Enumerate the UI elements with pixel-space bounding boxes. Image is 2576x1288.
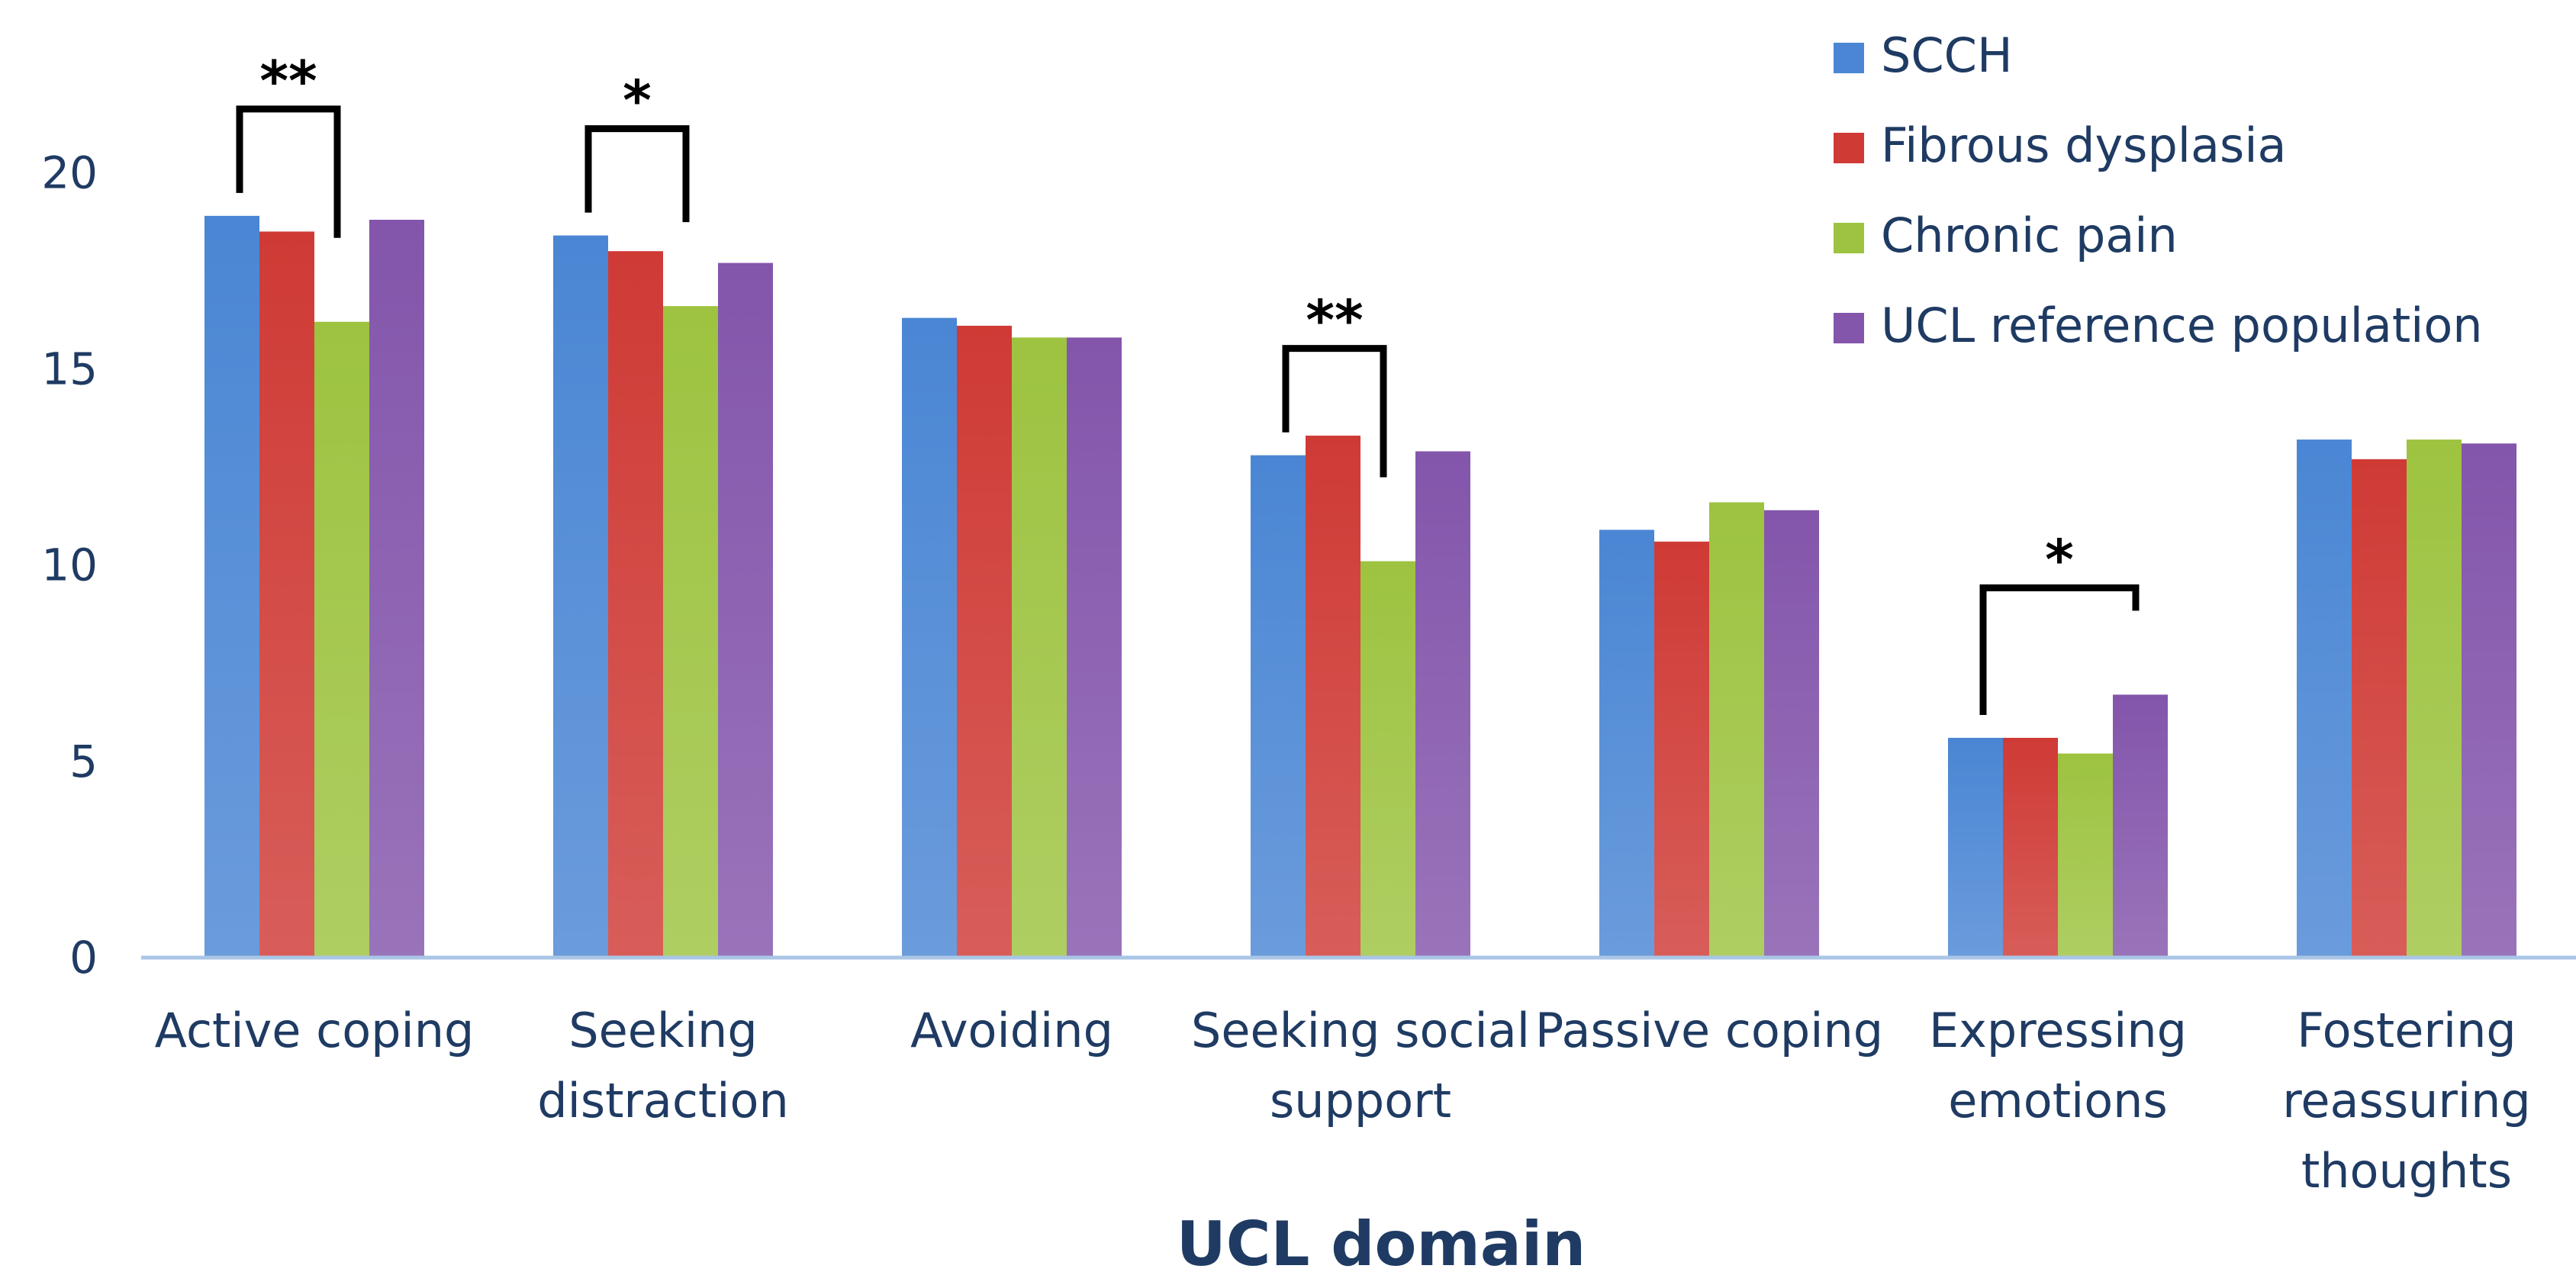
category-labels: Active coping Seeking distraction Avoiding S… xyxy=(155,1003,2531,1199)
bar xyxy=(663,306,718,958)
legend-swatch xyxy=(1834,223,1864,253)
bar xyxy=(259,231,314,958)
bar xyxy=(1251,455,1306,958)
bar xyxy=(1012,337,1067,958)
bar xyxy=(553,235,608,958)
category-label: distraction xyxy=(537,1073,789,1129)
category-label: thoughts xyxy=(2301,1143,2512,1199)
bar xyxy=(1654,541,1709,958)
legend: SCCH Fibrous dysplasia Chronic pain UCL ref… xyxy=(1834,27,2483,353)
y-tick-label: 20 xyxy=(41,147,98,198)
category-label: Avoiding xyxy=(910,1003,1113,1058)
bar xyxy=(718,262,773,958)
legend-label: Chronic pain xyxy=(1881,208,2178,263)
significance-label: ** xyxy=(259,49,317,113)
significance-bracket xyxy=(236,105,341,238)
legend-label: SCCH xyxy=(1881,27,2013,83)
y-tick-label: 15 xyxy=(41,343,98,394)
bar xyxy=(1415,451,1470,958)
bar xyxy=(1067,337,1122,958)
category-label: Fostering xyxy=(2297,1003,2516,1058)
bar xyxy=(1764,510,1819,958)
bar xyxy=(957,325,1012,958)
category-label: Passive coping xyxy=(1535,1003,1883,1058)
bar xyxy=(369,220,424,958)
significance-bracket xyxy=(584,125,690,223)
category-label: reassuring xyxy=(2282,1073,2531,1129)
x-axis-label: UCL domain xyxy=(1177,1209,1586,1280)
bar xyxy=(2003,737,2058,958)
category-label: Expressing xyxy=(1929,1003,2187,1058)
y-tick-label: 0 xyxy=(69,932,98,984)
category-label: Seeking xyxy=(568,1003,757,1058)
significance-bracket xyxy=(1979,584,2140,715)
bars xyxy=(204,215,2516,958)
significance-brackets: ** **** xyxy=(236,49,2140,715)
significance-bracket xyxy=(1282,345,1387,478)
y-tick-label: 5 xyxy=(69,736,98,787)
bar xyxy=(204,215,259,958)
bar xyxy=(2407,440,2462,958)
category-label: Seeking social xyxy=(1191,1003,1530,1058)
significance-label: * xyxy=(2045,527,2074,591)
bar xyxy=(1948,737,2003,958)
category-label: emotions xyxy=(1948,1073,2168,1129)
significance-label: * xyxy=(623,69,652,133)
y-tick-label: 10 xyxy=(41,539,98,591)
legend-label: UCL reference population xyxy=(1881,298,2483,353)
y-axis-ticks: 0 5 10 15 20 xyxy=(41,147,98,984)
category-label: support xyxy=(1270,1073,1451,1129)
bar xyxy=(902,317,957,958)
bar xyxy=(1599,530,1654,958)
category-label: Active coping xyxy=(155,1003,475,1058)
legend-swatch xyxy=(1834,313,1864,343)
bar xyxy=(608,251,663,958)
legend-swatch xyxy=(1834,43,1864,73)
legend-swatch xyxy=(1834,133,1864,163)
bar xyxy=(2058,753,2113,958)
bar xyxy=(2113,694,2168,958)
significance-label: ** xyxy=(1306,288,1363,353)
bar xyxy=(1306,435,1360,958)
bar xyxy=(1360,561,1415,958)
bar xyxy=(2297,440,2352,958)
bar xyxy=(1709,502,1764,958)
legend-label: Fibrous dysplasia xyxy=(1881,118,2287,173)
bar xyxy=(314,321,369,958)
bar xyxy=(2352,459,2407,958)
bar xyxy=(2462,443,2516,958)
